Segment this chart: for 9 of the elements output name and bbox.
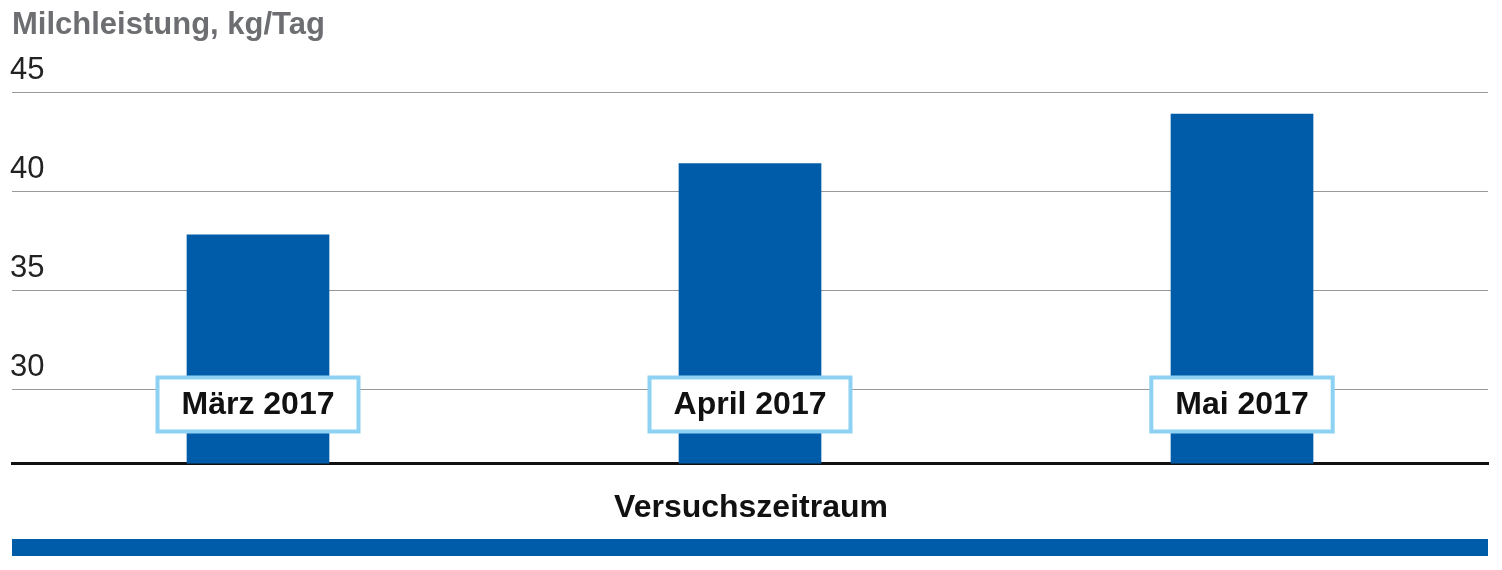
x-tick-label: März 2017 <box>181 385 335 422</box>
y-tick-label: 30 <box>10 347 45 383</box>
x-axis-title: Versuchszeitraum <box>613 488 889 525</box>
x-tick-label: April 2017 <box>673 385 827 422</box>
y-tick-label: 45 <box>10 50 45 86</box>
y-axis-title: Milchleistung, kg/Tag <box>12 6 325 42</box>
x-tick-label: Mai 2017 <box>1175 385 1309 422</box>
y-tick-label: 40 <box>10 149 45 185</box>
y-tick-label: 35 <box>10 248 45 284</box>
